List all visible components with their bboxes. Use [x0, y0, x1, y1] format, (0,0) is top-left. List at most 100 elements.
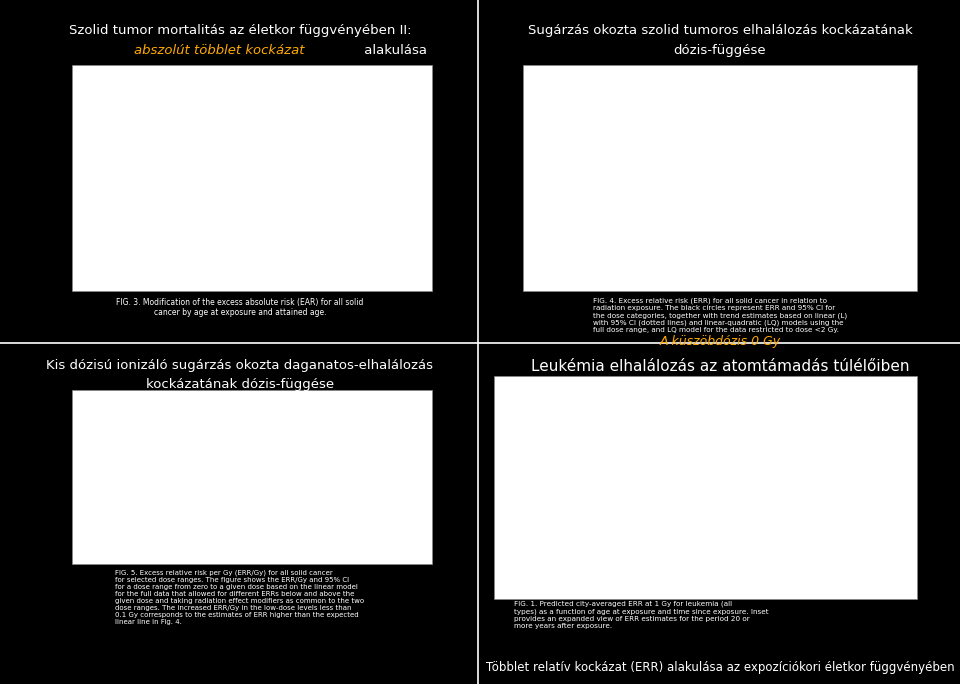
20 years of age at exposure — [522, 577, 534, 586]
20 years of age at exposure — [559, 564, 570, 573]
20 years of age at exposure — [716, 576, 728, 584]
10 years of age at exposure — [587, 574, 598, 582]
Text: Sugárzás okozta szolid tumoros elhalálozás kockázatának: Sugárzás okozta szolid tumoros elhaláloz… — [528, 24, 912, 37]
10 years of age at exposure — [693, 574, 705, 582]
Line: 20 years of age at exposure: 20 years of age at exposure — [514, 551, 792, 585]
20 years of age at exposure — [536, 552, 547, 560]
Text: kockázatának dózis-függése: kockázatának dózis-függése — [146, 378, 334, 391]
30+ years of age at exposure — [693, 578, 705, 586]
20 years of age at exposure — [624, 578, 636, 586]
X-axis label: Elért életkor: Elért életkor — [222, 301, 282, 311]
10 years of age at exposure — [624, 576, 636, 584]
10 years of age at exposure — [564, 557, 575, 565]
Text: FIG. 3. Modification of the excess absolute risk (EAR) for all solid
cancer by a: FIG. 3. Modification of the excess absol… — [116, 298, 364, 317]
Text: 20: 20 — [402, 155, 414, 165]
Text: Kis dózisú ionizáló sugárzás okozta daganatos-elhalálozás: Kis dózisú ionizáló sugárzás okozta daga… — [46, 359, 434, 372]
Text: LQ: LQ — [876, 96, 887, 106]
Text: FIG. 5. Excess relative risk per Gy (ERR/Gy) for all solid cancer
for selected d: FIG. 5. Excess relative risk per Gy (ERR… — [115, 569, 365, 624]
30+ years of age at exposure — [786, 581, 798, 589]
Text: alakulása: alakulása — [360, 44, 427, 57]
30+ years of age at exposure — [526, 579, 538, 587]
X-axis label: Dose (Gy): Dose (Gy) — [700, 301, 745, 311]
X-axis label: dose (Gy): dose (Gy) — [228, 576, 276, 586]
30+ years of age at exposure — [559, 577, 570, 586]
Text: Leukémia elhalálozás az atomtámadás túlélőiben: Leukémia elhalálozás az atomtámadás túlé… — [531, 359, 909, 374]
Line: 30+ years of age at exposure: 30+ years of age at exposure — [514, 579, 792, 585]
Text: Többlet relatív kockázat (ERR) alakulása az expozíciókori életkor függvényében: Többlet relatív kockázat (ERR) alakulása… — [486, 661, 954, 674]
X-axis label: Time Since Exposure: Time Since Exposure — [785, 544, 852, 549]
X-axis label: Time Since Exposure: Time Since Exposure — [606, 610, 700, 620]
10 years of age at exposure — [716, 575, 728, 583]
30+ years of age at exposure — [549, 575, 561, 583]
20 years of age at exposure — [601, 577, 612, 586]
10 years of age at exposure — [559, 547, 570, 555]
20 years of age at exposure — [763, 580, 775, 588]
30+ years of age at exposure — [716, 579, 728, 587]
30+ years of age at exposure — [540, 575, 552, 583]
30+ years of age at exposure — [684, 578, 696, 586]
30+ years of age at exposure — [587, 579, 598, 588]
20 years of age at exposure — [670, 577, 682, 586]
30+ years of age at exposure — [545, 575, 557, 583]
Line: 10 years of age at exposure: 10 years of age at exposure — [514, 419, 792, 585]
Y-axis label: ERR at 1 Gy: ERR at 1 Gy — [482, 465, 492, 519]
Text: A küszöbdózis 0 Gy: A küszöbdózis 0 Gy — [660, 335, 780, 348]
Text: abszolút többlet kockázat: abszolút többlet kockázat — [134, 44, 305, 57]
Legend: 10 years of age at exposure, 20 years of age at exposure, 30+ years of age at ex: 10 years of age at exposure, 20 years of… — [659, 398, 788, 429]
30+ years of age at exposure — [670, 579, 682, 587]
30+ years of age at exposure — [740, 579, 752, 588]
Text: LQ (<2Gy): LQ (<2Gy) — [706, 105, 745, 156]
Y-axis label: ERR: ERR — [511, 170, 520, 189]
30+ years of age at exposure — [554, 577, 565, 585]
20 years of age at exposure — [540, 547, 552, 555]
Title: Solid cancer: Solid cancer — [690, 66, 755, 77]
Text: 40: 40 — [402, 231, 414, 239]
10 years of age at exposure — [647, 577, 659, 585]
20 years of age at exposure — [526, 571, 538, 579]
Text: L: L — [882, 112, 887, 121]
20 years of age at exposure — [545, 550, 557, 558]
Text: FIG. 1. Predicted city-averaged ERR at 1 Gy for leukemia (all
types) as a functi: FIG. 1. Predicted city-averaged ERR at 1… — [514, 601, 768, 629]
20 years of age at exposure — [740, 579, 752, 587]
20 years of age at exposure — [684, 575, 696, 583]
30+ years of age at exposure — [601, 579, 612, 588]
10 years of age at exposure — [568, 564, 580, 573]
10 years of age at exposure — [601, 575, 612, 583]
10 years of age at exposure — [578, 571, 589, 579]
20 years of age at exposure — [531, 562, 542, 570]
Text: 10: 10 — [402, 110, 414, 119]
20 years of age at exposure — [786, 581, 798, 589]
10 years of age at exposure — [670, 576, 682, 584]
30+ years of age at exposure — [624, 579, 636, 588]
20 years of age at exposure — [513, 580, 524, 588]
30+ years of age at exposure — [513, 581, 524, 589]
30+ years of age at exposure — [522, 580, 534, 588]
10 years of age at exposure — [540, 481, 552, 489]
10 years of age at exposure — [508, 581, 519, 589]
30+ years of age at exposure — [564, 578, 575, 586]
10 years of age at exposure — [763, 579, 775, 588]
10 years of age at exposure — [573, 569, 585, 577]
20 years of age at exposure — [554, 560, 565, 568]
30+ years of age at exposure — [763, 580, 775, 588]
20 years of age at exposure — [647, 579, 659, 587]
10 years of age at exposure — [549, 524, 561, 532]
10 years of age at exposure — [517, 569, 529, 577]
30+ years of age at exposure — [647, 579, 659, 588]
30+ years of age at exposure — [578, 579, 589, 588]
Text: Expozíciókori életkor: Expozíciókori életkor — [203, 104, 290, 114]
20 years of age at exposure — [564, 566, 575, 575]
10 years of age at exposure — [526, 438, 538, 447]
Text: Szolid tumor mortalitás az életkor függvényében II:: Szolid tumor mortalitás az életkor függv… — [69, 24, 411, 37]
Text: FIG. 4. Excess relative risk (ERR) for all solid cancer in relation to
radiation: FIG. 4. Excess relative risk (ERR) for a… — [593, 298, 847, 333]
20 years of age at exposure — [568, 570, 580, 578]
Text: dózis-függése: dózis-függése — [674, 44, 766, 57]
Text: 30: 30 — [402, 194, 414, 204]
30+ years of age at exposure — [536, 575, 547, 583]
30+ years of age at exposure — [568, 579, 580, 587]
Y-axis label: EAR/10⁵ person-years/Gy: EAR/10⁵ person-years/Gy — [60, 127, 69, 233]
10 years of age at exposure — [522, 521, 534, 529]
20 years of age at exposure — [693, 574, 705, 582]
20 years of age at exposure — [517, 579, 529, 588]
30+ years of age at exposure — [573, 579, 585, 587]
